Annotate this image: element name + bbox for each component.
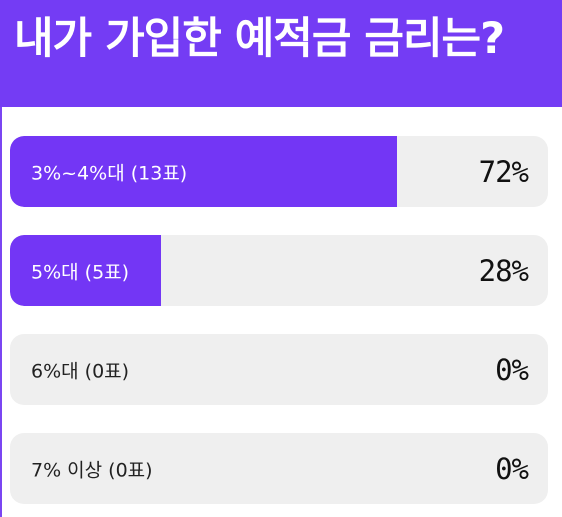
option-percent: 28% bbox=[478, 253, 529, 288]
vote-bar-fill bbox=[10, 136, 398, 207]
option-percent: 0% bbox=[495, 352, 529, 387]
vote-bar-fill bbox=[10, 235, 161, 306]
poll-options-list: 3%~4%대 (13표) 72% 5%대 (5표) 28% 6%대 (0표) 0… bbox=[10, 136, 548, 504]
poll-option-3-4-percent[interactable]: 3%~4%대 (13표) 72% bbox=[10, 136, 548, 207]
option-label: 3%~4%대 (13표) bbox=[31, 162, 188, 184]
poll-option-7-percent-or-more[interactable]: 7% 이상 (0표) 0% bbox=[10, 433, 548, 504]
option-label: 7% 이상 (0표) bbox=[31, 459, 153, 481]
left-frame-line bbox=[0, 0, 2, 517]
option-percent: 72% bbox=[478, 154, 529, 189]
poll-title: 내가 가입한 예적금 금리는? bbox=[14, 14, 505, 64]
option-label: 6%대 (0표) bbox=[31, 360, 130, 382]
option-label: 5%대 (5표) bbox=[31, 261, 130, 283]
poll-option-6-percent[interactable]: 6%대 (0표) 0% bbox=[10, 334, 548, 405]
poll-option-5-percent[interactable]: 5%대 (5표) 28% bbox=[10, 235, 548, 306]
option-percent: 0% bbox=[495, 451, 529, 486]
poll-header: 내가 가입한 예적금 금리는? bbox=[0, 0, 562, 107]
